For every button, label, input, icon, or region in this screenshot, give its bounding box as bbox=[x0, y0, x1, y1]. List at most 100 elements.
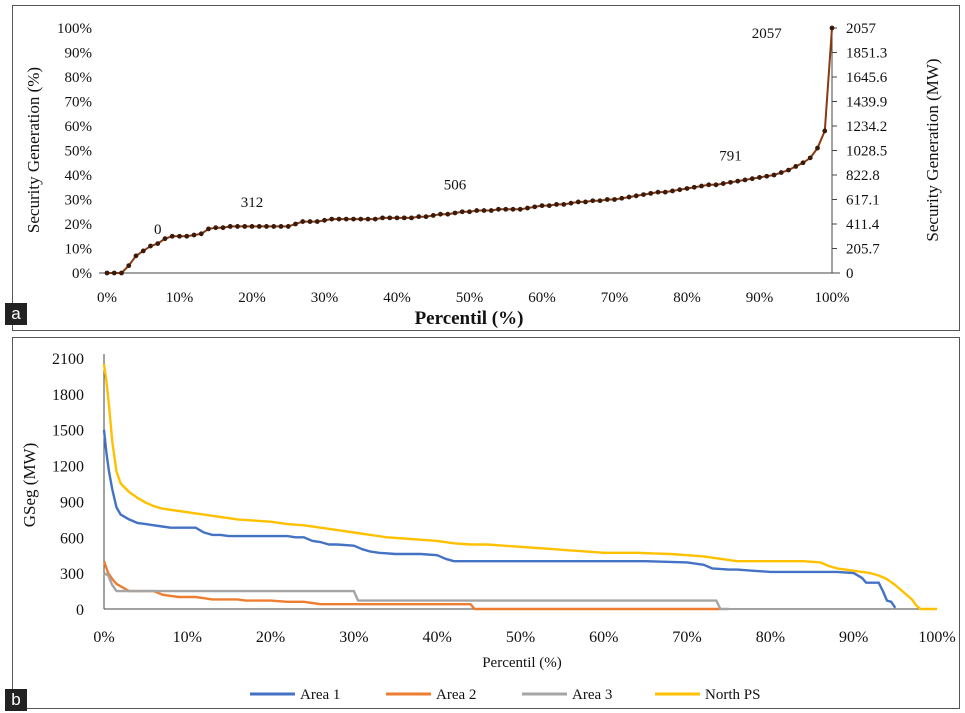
data-point bbox=[372, 216, 378, 222]
y-left-tick-label: 10% bbox=[65, 242, 93, 258]
data-point bbox=[510, 206, 516, 212]
data-point bbox=[343, 216, 349, 222]
legend-label: Area 2 bbox=[436, 687, 476, 703]
data-point bbox=[764, 173, 770, 179]
data-point bbox=[452, 210, 458, 216]
data-point bbox=[525, 205, 530, 211]
data-point bbox=[401, 215, 407, 221]
data-point bbox=[111, 270, 117, 276]
data-point bbox=[430, 213, 436, 218]
data-point bbox=[568, 200, 574, 206]
panel-b-frame bbox=[12, 337, 960, 709]
data-point bbox=[713, 182, 719, 188]
data-point bbox=[757, 175, 762, 180]
x-axis-title: Percentil (%) bbox=[415, 308, 524, 329]
annotation-label: 791 bbox=[719, 148, 742, 164]
data-point bbox=[706, 182, 712, 188]
data-point bbox=[191, 232, 197, 238]
data-point bbox=[177, 233, 182, 239]
data-point bbox=[264, 224, 269, 229]
data-point bbox=[394, 215, 400, 221]
x-tick-label: 70% bbox=[601, 290, 629, 306]
data-point bbox=[641, 192, 646, 198]
data-point bbox=[235, 224, 240, 229]
data-point bbox=[488, 208, 494, 213]
data-point bbox=[314, 219, 320, 224]
y-left-tick-label: 30% bbox=[65, 193, 93, 209]
data-point bbox=[517, 206, 523, 212]
y-left-tick-label: 90% bbox=[65, 46, 93, 62]
series-line-area-1 bbox=[102, 429, 897, 609]
data-point bbox=[699, 183, 704, 189]
x-tick-label: 20% bbox=[256, 629, 285, 646]
x-tick-label: 70% bbox=[672, 629, 701, 646]
data-point bbox=[503, 206, 509, 212]
data-point bbox=[561, 202, 567, 207]
y-right-tick-label: 617.1 bbox=[846, 193, 880, 209]
x-tick-label: 90% bbox=[746, 290, 774, 306]
data-point bbox=[546, 203, 552, 209]
data-point bbox=[423, 214, 429, 220]
panel-a-tag: a bbox=[5, 303, 27, 325]
x-tick-label: 10% bbox=[166, 290, 194, 306]
data-point bbox=[590, 198, 596, 204]
data-point bbox=[184, 233, 190, 239]
data-point bbox=[481, 208, 487, 213]
y-tick-label: 1500 bbox=[52, 423, 84, 440]
y-left-tick-label: 60% bbox=[65, 119, 93, 135]
data-point bbox=[786, 167, 791, 173]
y-tick-label: 2100 bbox=[52, 351, 84, 368]
y-right-tick-label: 1645.6 bbox=[846, 70, 888, 86]
data-point bbox=[293, 221, 298, 227]
data-point bbox=[626, 194, 632, 200]
data-point bbox=[749, 176, 755, 182]
y-left-axis-title: Security Generation (%) bbox=[24, 67, 43, 233]
series-line-area-3 bbox=[103, 572, 729, 611]
data-point bbox=[438, 211, 443, 217]
legend-label: Area 3 bbox=[572, 687, 612, 703]
data-point bbox=[256, 224, 262, 229]
x-tick-label: 100% bbox=[815, 290, 850, 306]
legend-label: North PS bbox=[705, 687, 760, 703]
data-point bbox=[662, 189, 668, 195]
y-right-tick-label: 822.8 bbox=[846, 168, 880, 184]
data-point bbox=[126, 263, 132, 269]
data-point bbox=[409, 215, 414, 221]
data-point bbox=[554, 202, 559, 207]
y-right-tick-label: 2057 bbox=[846, 21, 877, 37]
data-point bbox=[677, 187, 683, 193]
x-tick-label: 10% bbox=[173, 629, 202, 646]
data-point bbox=[162, 236, 168, 242]
data-point bbox=[583, 199, 588, 205]
y-tick-label: 0 bbox=[76, 602, 84, 619]
data-point bbox=[691, 184, 697, 190]
data-point bbox=[104, 270, 110, 276]
x-tick-label: 50% bbox=[456, 290, 484, 306]
data-point bbox=[807, 155, 813, 161]
y-right-tick-label: 411.4 bbox=[846, 217, 880, 233]
y-tick-label: 1800 bbox=[52, 387, 84, 404]
y-right-tick-label: 1851.3 bbox=[846, 46, 887, 62]
y-left-tick-label: 70% bbox=[65, 95, 93, 111]
data-point bbox=[633, 193, 639, 199]
data-point bbox=[336, 216, 342, 222]
data-point bbox=[822, 128, 828, 134]
x-axis-title: Percentil (%) bbox=[482, 655, 562, 671]
data-point bbox=[670, 188, 675, 194]
data-point bbox=[271, 224, 277, 229]
data-point bbox=[445, 211, 451, 217]
data-point bbox=[358, 216, 364, 222]
data-point bbox=[227, 224, 233, 229]
data-point bbox=[459, 209, 465, 215]
x-tick-label: 30% bbox=[311, 290, 339, 306]
chart-b: 0 300 600 900 1200 1500 1800 2100 0% 10% 20% 30% 40%… bbox=[20, 351, 956, 703]
panel-b-tag: b bbox=[5, 689, 27, 711]
data-point bbox=[242, 224, 248, 229]
data-point bbox=[829, 25, 835, 31]
y-right-tick-label: 1028.5 bbox=[846, 144, 887, 160]
chart-a: 0% 10% 20% 30% 40% 50% 60% 70% 80% 90% 100% 0 205.7 4… bbox=[24, 21, 942, 329]
data-point bbox=[380, 215, 385, 221]
data-point bbox=[220, 225, 226, 231]
annotation-label: 312 bbox=[241, 195, 264, 211]
